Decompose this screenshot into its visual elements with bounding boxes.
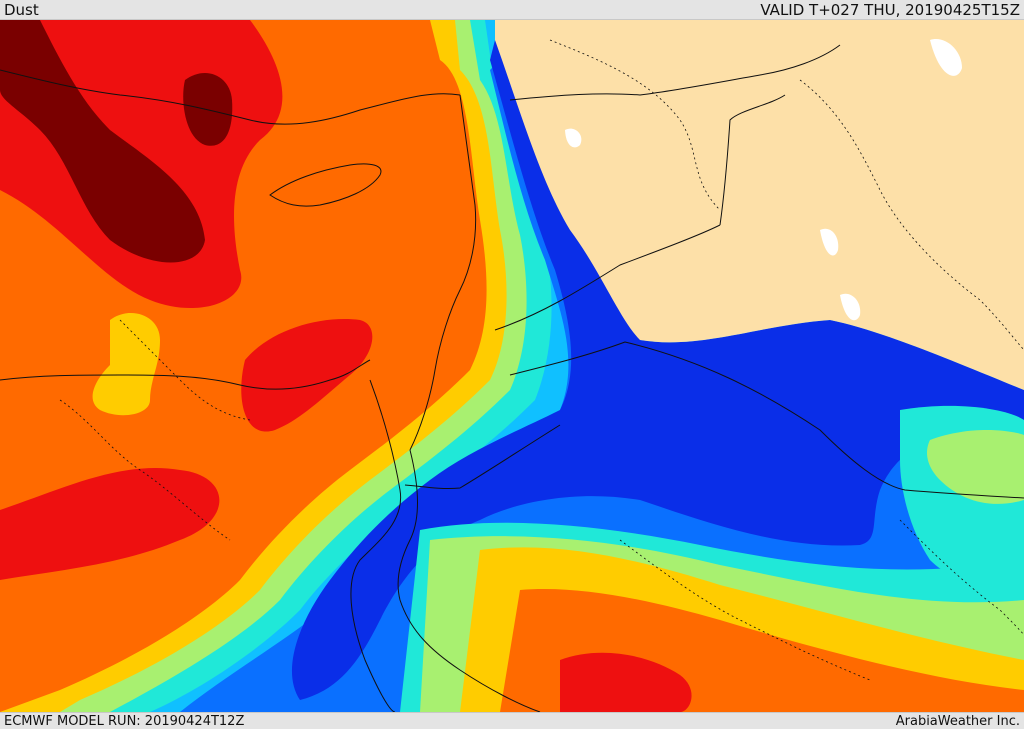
valid-time-label: VALID T+027 THU, 20190425T15Z bbox=[760, 0, 1020, 19]
border-line bbox=[404, 424, 561, 490]
credit-label: ArabiaWeather Inc. bbox=[895, 713, 1020, 729]
province-border bbox=[899, 519, 1024, 636]
footer-bar: ECMWF MODEL RUN: 20190424T12Z ArabiaWeat… bbox=[0, 712, 1024, 729]
lake-shape bbox=[565, 128, 582, 148]
coastline bbox=[397, 449, 541, 712]
dust-concentration-field bbox=[0, 20, 1024, 712]
dust-band-red-egypt bbox=[241, 319, 373, 432]
province-border bbox=[799, 79, 1024, 351]
map-title: Dust bbox=[4, 0, 39, 19]
dust-band-red-sw bbox=[0, 468, 220, 580]
coastline bbox=[0, 69, 461, 125]
dust-band-red-south-2 bbox=[560, 652, 692, 712]
coastline bbox=[409, 94, 477, 451]
lake-shape bbox=[820, 228, 839, 256]
lake-shape bbox=[930, 39, 962, 76]
land-clear-area bbox=[495, 20, 1024, 390]
dust-band-lightgreen-east bbox=[927, 430, 1024, 504]
border-line bbox=[509, 341, 1024, 499]
border-line bbox=[719, 94, 786, 226]
model-run-label: ECMWF MODEL RUN: 20190424T12Z bbox=[4, 713, 245, 729]
dust-band-yellow-patch bbox=[92, 312, 160, 416]
province-border bbox=[119, 319, 251, 421]
dust-band-darkred-nw bbox=[0, 20, 205, 263]
coastline bbox=[350, 379, 402, 712]
border-line bbox=[494, 224, 721, 331]
province-border bbox=[59, 399, 231, 541]
lake-shape bbox=[840, 293, 861, 321]
dust-forecast-map[interactable] bbox=[0, 20, 1024, 712]
internal-border-layer bbox=[59, 39, 1024, 681]
cyprus-island bbox=[269, 163, 382, 207]
coastline-layer bbox=[0, 44, 1024, 712]
province-border bbox=[549, 39, 721, 211]
header-bar: Dust VALID T+027 THU, 20190425T15Z bbox=[0, 0, 1024, 20]
dust-band-darkblue bbox=[292, 40, 1024, 700]
border-line bbox=[509, 44, 841, 101]
coastline bbox=[0, 359, 371, 390]
